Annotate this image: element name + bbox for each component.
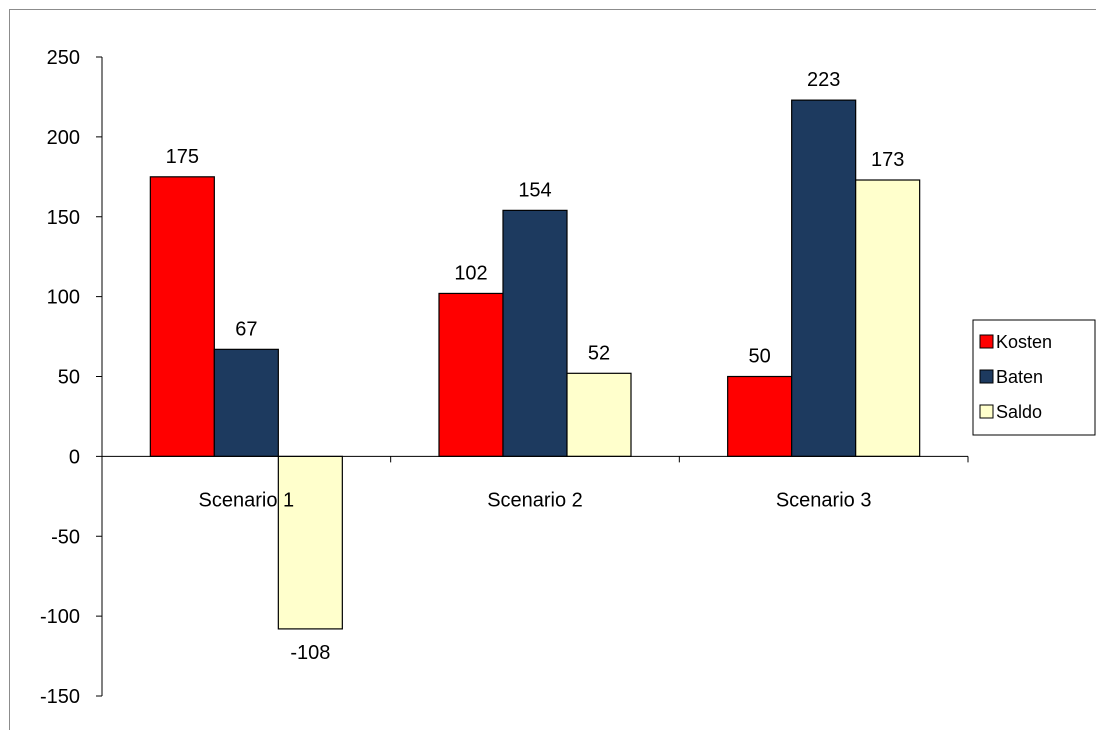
y-tick-label: 0 bbox=[69, 446, 80, 468]
bar-baten-1 bbox=[213, 348, 279, 457]
y-axis: 250 200 150 100 50 0 -50 -100 -150 bbox=[40, 47, 103, 708]
bar-saldo-1 bbox=[277, 455, 343, 630]
y-tick-label: -100 bbox=[40, 606, 80, 628]
y-tick-label: 150 bbox=[47, 207, 80, 229]
data-label: 102 bbox=[454, 262, 487, 284]
bar-kosten-2 bbox=[438, 292, 504, 457]
x-tick-label: Scenario 1 bbox=[199, 489, 295, 511]
bars bbox=[149, 99, 921, 630]
legend-swatch-baten bbox=[979, 369, 994, 384]
y-tick-label: 200 bbox=[47, 127, 80, 149]
data-label: -108 bbox=[290, 642, 330, 664]
x-tick-label: Scenario 3 bbox=[776, 489, 872, 511]
bar-baten-3 bbox=[791, 99, 857, 457]
bar-saldo-2 bbox=[566, 372, 632, 457]
bar-kosten-3 bbox=[727, 375, 793, 457]
legend-label-kosten: Kosten bbox=[996, 332, 1052, 352]
legend-swatch-saldo bbox=[979, 404, 994, 419]
data-label: 52 bbox=[588, 342, 610, 364]
y-tick-label: 250 bbox=[47, 47, 80, 69]
legend: Kosten Baten Saldo bbox=[972, 319, 1096, 436]
data-label: 175 bbox=[166, 146, 199, 168]
data-label: 173 bbox=[871, 149, 904, 171]
legend-swatch-kosten bbox=[979, 334, 994, 349]
bar-saldo-3 bbox=[855, 179, 921, 457]
bar-baten-2 bbox=[502, 209, 568, 457]
x-tick-label: Scenario 2 bbox=[487, 489, 583, 511]
data-label: 154 bbox=[518, 179, 551, 201]
x-axis: Scenario 1 Scenario 2 Scenario 3 bbox=[102, 455, 969, 511]
data-label: 50 bbox=[749, 346, 771, 368]
data-labels: 175 67 -108 102 154 52 50 223 173 bbox=[166, 69, 905, 664]
y-tick-label: -150 bbox=[40, 686, 80, 708]
data-label: 223 bbox=[807, 69, 840, 91]
data-label: 67 bbox=[235, 318, 257, 340]
legend-label-saldo: Saldo bbox=[996, 402, 1042, 422]
y-tick-label: 50 bbox=[58, 367, 80, 389]
chart-frame bbox=[9, 9, 1096, 730]
legend-label-baten: Baten bbox=[996, 367, 1043, 387]
y-tick-label: 100 bbox=[47, 287, 80, 309]
bar-kosten-1 bbox=[149, 176, 215, 457]
y-tick-label: -50 bbox=[51, 526, 80, 548]
